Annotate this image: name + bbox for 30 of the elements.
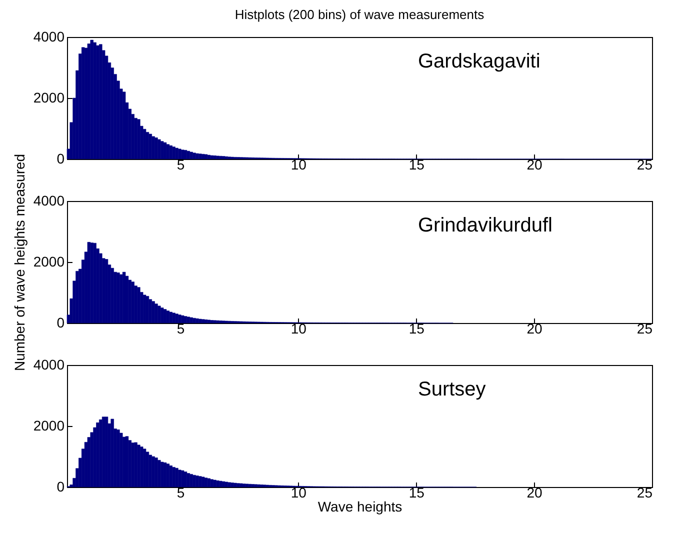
x-tick-label: 5: [176, 484, 185, 500]
annotation: Gardskagaviti: [418, 50, 540, 72]
y-axis-title: Number of wave heights measured: [11, 154, 28, 372]
x-tick-label: 5: [176, 320, 185, 336]
x-tick-label: 15: [408, 484, 425, 500]
y-tick-label: 2000: [33, 418, 65, 434]
x-tick-label: 25: [636, 484, 653, 500]
y-tick-label: 0: [56, 314, 65, 330]
y-tick-label: 2000: [33, 254, 65, 270]
x-tick-label: 10: [290, 484, 307, 500]
y-tick-label: 2000: [33, 90, 65, 106]
x-tick-label: 25: [636, 156, 653, 172]
annotation: Surtsey: [418, 378, 486, 400]
chart-title: Histplots (200 bins) of wave measurements: [234, 7, 485, 22]
x-tick-label: 15: [408, 156, 425, 172]
x-tick-label: 5: [176, 156, 185, 172]
annotation: Grindavikurdufl: [418, 214, 553, 236]
x-tick-label: 10: [290, 320, 307, 336]
y-tick-label: 0: [56, 150, 65, 166]
y-tick-label: 0: [56, 478, 65, 494]
x-tick-label: 20: [526, 320, 543, 336]
x-tick-label: 20: [526, 156, 543, 172]
x-tick-label: 20: [526, 484, 543, 500]
x-tick-label: 15: [408, 320, 425, 336]
y-tick-label: 4000: [33, 28, 65, 44]
x-tick-label: 25: [636, 320, 653, 336]
x-axis-title: Wave heights: [318, 498, 402, 514]
y-tick-label: 4000: [33, 192, 65, 208]
x-tick-label: 10: [290, 156, 307, 172]
y-tick-label: 4000: [33, 356, 65, 372]
